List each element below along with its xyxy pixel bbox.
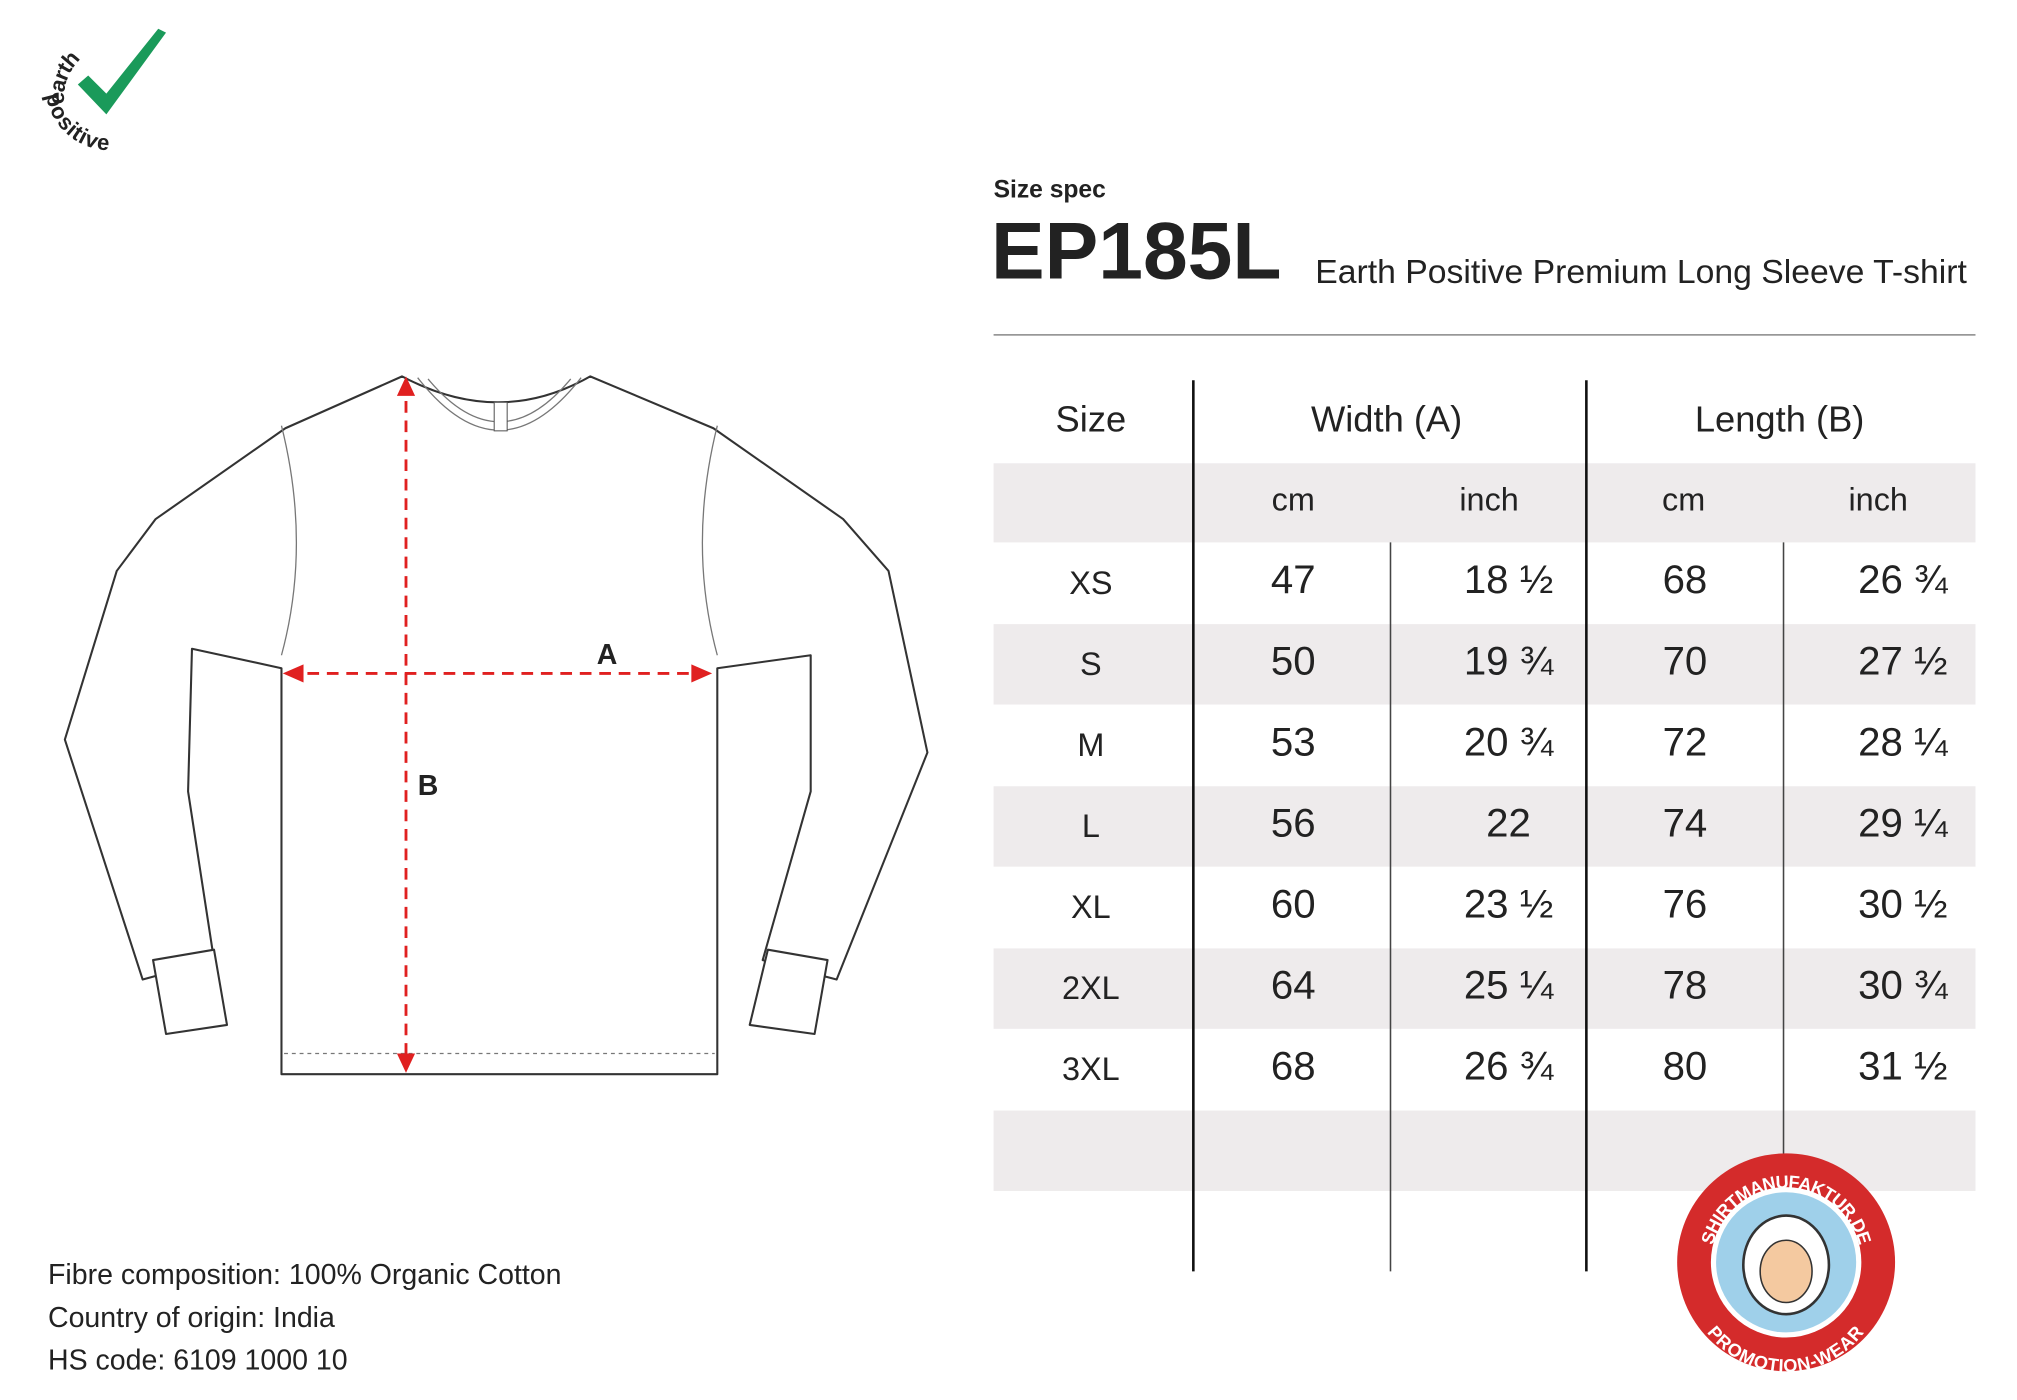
measure-cell: 30 ½ bbox=[1858, 882, 1947, 927]
size-cell: L bbox=[1082, 808, 1100, 844]
size-cell: XL bbox=[1071, 889, 1111, 925]
measure-cell: 25 ¼ bbox=[1464, 963, 1554, 1008]
measure-cell: 74 bbox=[1663, 800, 1708, 845]
unit-header: cm bbox=[1272, 482, 1315, 518]
measure-cell: 23 ½ bbox=[1464, 882, 1553, 927]
measure-cell: 68 bbox=[1271, 1044, 1316, 1089]
size-cell: M bbox=[1077, 727, 1104, 763]
product-code: EP185L bbox=[991, 206, 1282, 296]
measure-cell: 29 ¼ bbox=[1858, 800, 1948, 845]
measure-cell: 27 ½ bbox=[1858, 638, 1947, 683]
measure-cell: 80 bbox=[1663, 1044, 1708, 1089]
size-cell: 2XL bbox=[1062, 970, 1120, 1006]
measure-cell: 72 bbox=[1663, 719, 1708, 764]
band bbox=[993, 463, 1976, 543]
measure-cell: 50 bbox=[1271, 638, 1316, 683]
measure-cell: 70 bbox=[1663, 638, 1708, 683]
logo-check bbox=[77, 28, 167, 115]
measure-cell: 60 bbox=[1271, 882, 1316, 927]
band bbox=[993, 948, 1976, 1029]
measure-cell: 18 ½ bbox=[1464, 557, 1553, 602]
measure-cell: 47 bbox=[1271, 557, 1316, 602]
measure-cell: 68 bbox=[1663, 557, 1708, 602]
shirtmanufaktur-badge: SHIRTMANUFAKTUR.DE PROMOTION-WEAR bbox=[1677, 1153, 1896, 1376]
armhole-seams bbox=[280, 425, 718, 656]
neck-label bbox=[493, 401, 508, 432]
band bbox=[993, 624, 1976, 705]
measure-cell: 26 ¾ bbox=[1858, 557, 1948, 602]
measure-cell: 31 ½ bbox=[1858, 1044, 1947, 1089]
footer-line: Country of origin: India bbox=[48, 1302, 335, 1334]
size-table: Size Width (A) Length (B) cm inch cm inch XS 47 1… bbox=[1056, 398, 1948, 1088]
left-cuff bbox=[152, 948, 229, 1036]
measure-cell: 56 bbox=[1271, 800, 1316, 845]
shirt-drawing: A B bbox=[63, 375, 929, 1076]
measure-cell: 28 ¼ bbox=[1858, 719, 1948, 764]
right-cuff bbox=[748, 948, 829, 1036]
size-cell: XS bbox=[1069, 565, 1112, 601]
product-description: Earth Positive Premium Long Sleeve T-shi… bbox=[1315, 253, 1967, 291]
unit-header: inch bbox=[1848, 482, 1907, 518]
shirt-outline bbox=[63, 375, 929, 1076]
size-cell: S bbox=[1080, 646, 1102, 682]
footer: Fibre composition: 100% Organic Cotton Co… bbox=[48, 1259, 562, 1377]
width-label: A bbox=[597, 639, 618, 671]
measure-cell: 78 bbox=[1663, 963, 1708, 1008]
header-label: Size spec bbox=[994, 176, 1106, 203]
measure-cell: 30 ¾ bbox=[1858, 963, 1948, 1008]
measure-cell: 19 ¾ bbox=[1464, 638, 1554, 683]
size-cell: 3XL bbox=[1062, 1051, 1120, 1087]
band bbox=[993, 786, 1976, 867]
column-header: Width (A) bbox=[1311, 398, 1462, 439]
column-header: Size bbox=[1056, 398, 1127, 439]
table-bands bbox=[993, 463, 1976, 1191]
earth-positive-logo: earth positive bbox=[41, 28, 167, 155]
measure-cell: 22 bbox=[1486, 800, 1531, 845]
measure-cell: 53 bbox=[1271, 719, 1316, 764]
footer-line: HS code: 6109 1000 10 bbox=[48, 1345, 348, 1377]
unit-header: inch bbox=[1459, 482, 1518, 518]
length-label: B bbox=[418, 770, 439, 802]
astronaut-face bbox=[1759, 1239, 1813, 1304]
footer-line: Fibre composition: 100% Organic Cotton bbox=[48, 1259, 562, 1291]
measure-cell: 64 bbox=[1271, 963, 1316, 1008]
measure-cell: 20 ¾ bbox=[1464, 719, 1554, 764]
measure-cell: 26 ¾ bbox=[1464, 1044, 1554, 1089]
column-header: Length (B) bbox=[1695, 398, 1865, 439]
measure-cell: 76 bbox=[1663, 882, 1708, 927]
unit-header: cm bbox=[1662, 482, 1705, 518]
